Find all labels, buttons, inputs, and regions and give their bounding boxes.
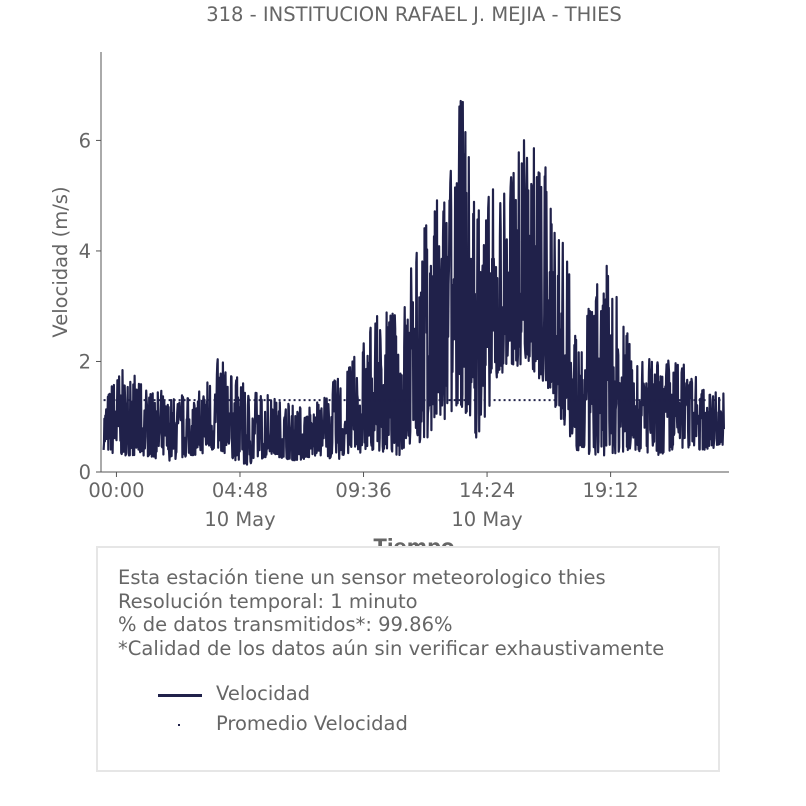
info-legend-box: Esta estación tiene un sensor meteorolog… (96, 546, 720, 772)
info-line-sensor: Esta estación tiene un sensor meteorolog… (118, 566, 606, 589)
plot-area (102, 99, 725, 466)
y-tick-label: 2 (79, 350, 91, 373)
info-line-resolution: Resolución temporal: 1 minuto (118, 589, 418, 613)
series-velocidad (102, 99, 725, 466)
wind-speed-chart: 318 - INSTITUCION RAFAEL J. MEJIA - THIE… (49, 3, 729, 558)
chart-title: 318 - INSTITUCION RAFAEL J. MEJIA - THIE… (206, 3, 622, 26)
station-info: Esta estación tiene un sensor meteorolog… (118, 566, 664, 660)
x-tick-sublabel: 10 May (451, 508, 522, 531)
info-line-transmitted: % de datos transmitidos*: 99.86% (118, 613, 453, 636)
info-line-quality: *Calidad de los datos aún sin verificar … (118, 636, 665, 660)
y-ticks: 0 2 4 6 (79, 129, 101, 484)
x-ticks: 00:00 04:48 10 May 09:36 14:24 10 May 19:12 (88, 472, 639, 531)
x-tick-label: 00:00 (88, 479, 144, 502)
legend-label-velocidad: Velocidad (216, 682, 311, 705)
y-axis-label: Velocidad (m/s) (49, 186, 72, 337)
x-tick-sublabel: 10 May (204, 508, 275, 531)
x-tick-label: 14:24 (459, 479, 515, 502)
x-tick-label: 09:36 (335, 479, 391, 502)
x-tick-label: 19:12 (583, 479, 639, 502)
x-tick-label: 04:48 (212, 479, 268, 502)
legend-label-promedio: Promedio Velocidad (216, 712, 408, 735)
legend-line-swatch (156, 680, 202, 710)
y-tick-label: 0 (79, 461, 91, 484)
y-tick-label: 6 (79, 129, 91, 152)
legend-dot-swatch (156, 710, 202, 740)
y-tick-label: 4 (79, 240, 91, 263)
